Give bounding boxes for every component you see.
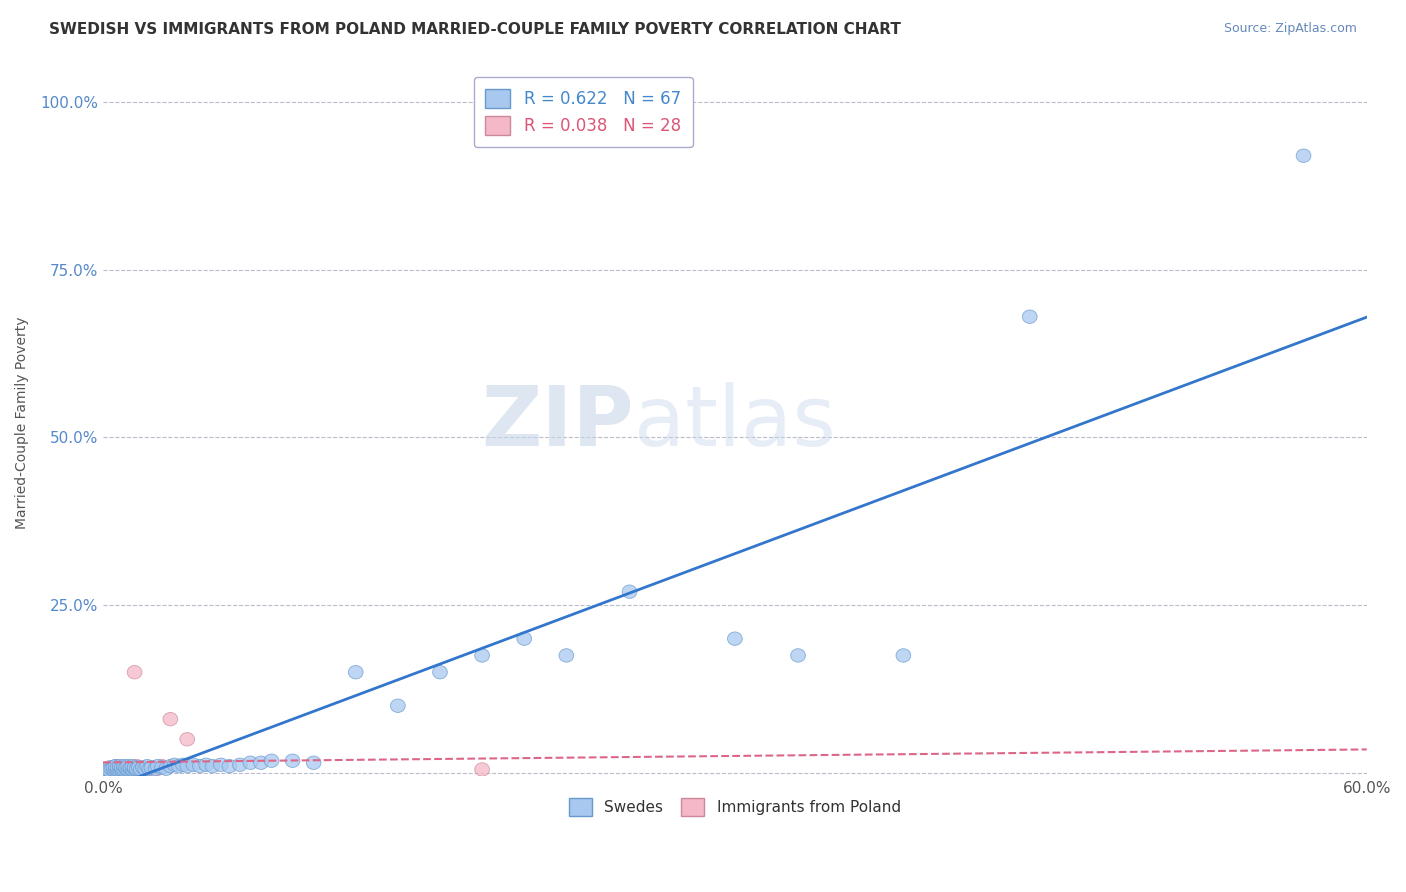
Text: ZIP: ZIP [481, 382, 634, 463]
Text: atlas: atlas [634, 382, 835, 463]
Text: Source: ZipAtlas.com: Source: ZipAtlas.com [1223, 22, 1357, 36]
Y-axis label: Married-Couple Family Poverty: Married-Couple Family Poverty [15, 316, 30, 529]
Legend: Swedes, Immigrants from Poland: Swedes, Immigrants from Poland [560, 789, 910, 825]
Text: SWEDISH VS IMMIGRANTS FROM POLAND MARRIED-COUPLE FAMILY POVERTY CORRELATION CHAR: SWEDISH VS IMMIGRANTS FROM POLAND MARRIE… [49, 22, 901, 37]
